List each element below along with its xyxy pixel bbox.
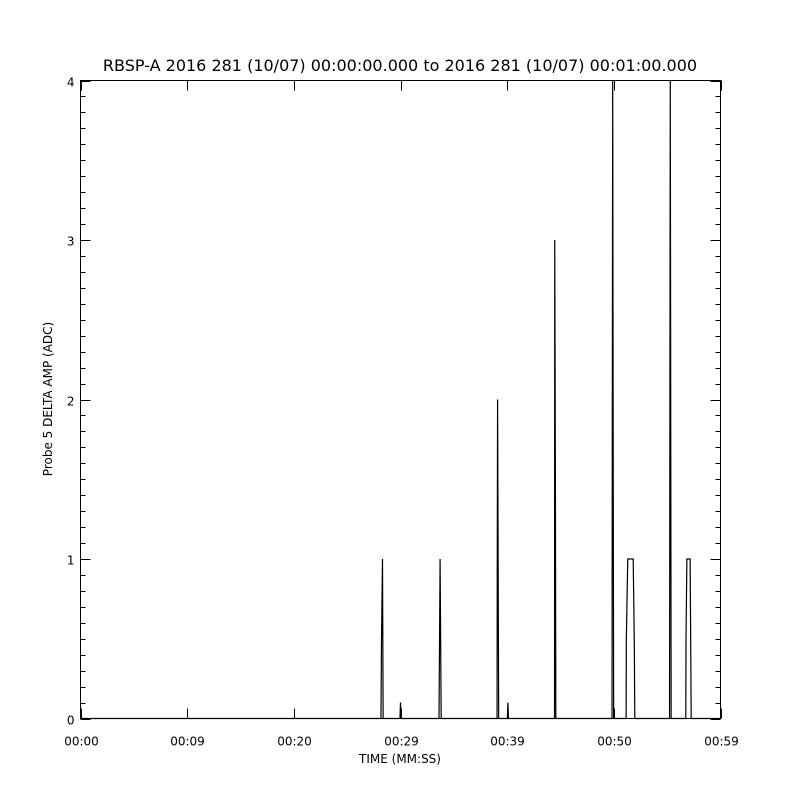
x-tick-label: 00:29 xyxy=(384,735,419,749)
plot-frame xyxy=(80,80,721,719)
y-tick-label: 2 xyxy=(67,395,75,409)
y-tick-label: 0 xyxy=(67,714,75,728)
x-axis-label: TIME (MM:SS) xyxy=(358,752,441,766)
x-tick-label: 00:39 xyxy=(490,735,525,749)
chart-title: RBSP-A 2016 281 (10/07) 00:00:00.000 to … xyxy=(103,56,697,75)
series-line-0 xyxy=(80,80,721,720)
x-tick-label: 00:20 xyxy=(277,735,312,749)
y-axis-label: Probe 5 DELTA AMP (ADC) xyxy=(41,322,55,476)
x-tick-label: 00:50 xyxy=(597,735,632,749)
y-tick-label: 1 xyxy=(67,554,75,568)
x-tick-label: 00:00 xyxy=(64,735,99,749)
x-tick-label: 00:09 xyxy=(170,735,205,749)
y-tick-label: 4 xyxy=(67,76,75,90)
y-tick-label: 3 xyxy=(67,235,75,249)
x-tick-label: 00:59 xyxy=(704,735,739,749)
